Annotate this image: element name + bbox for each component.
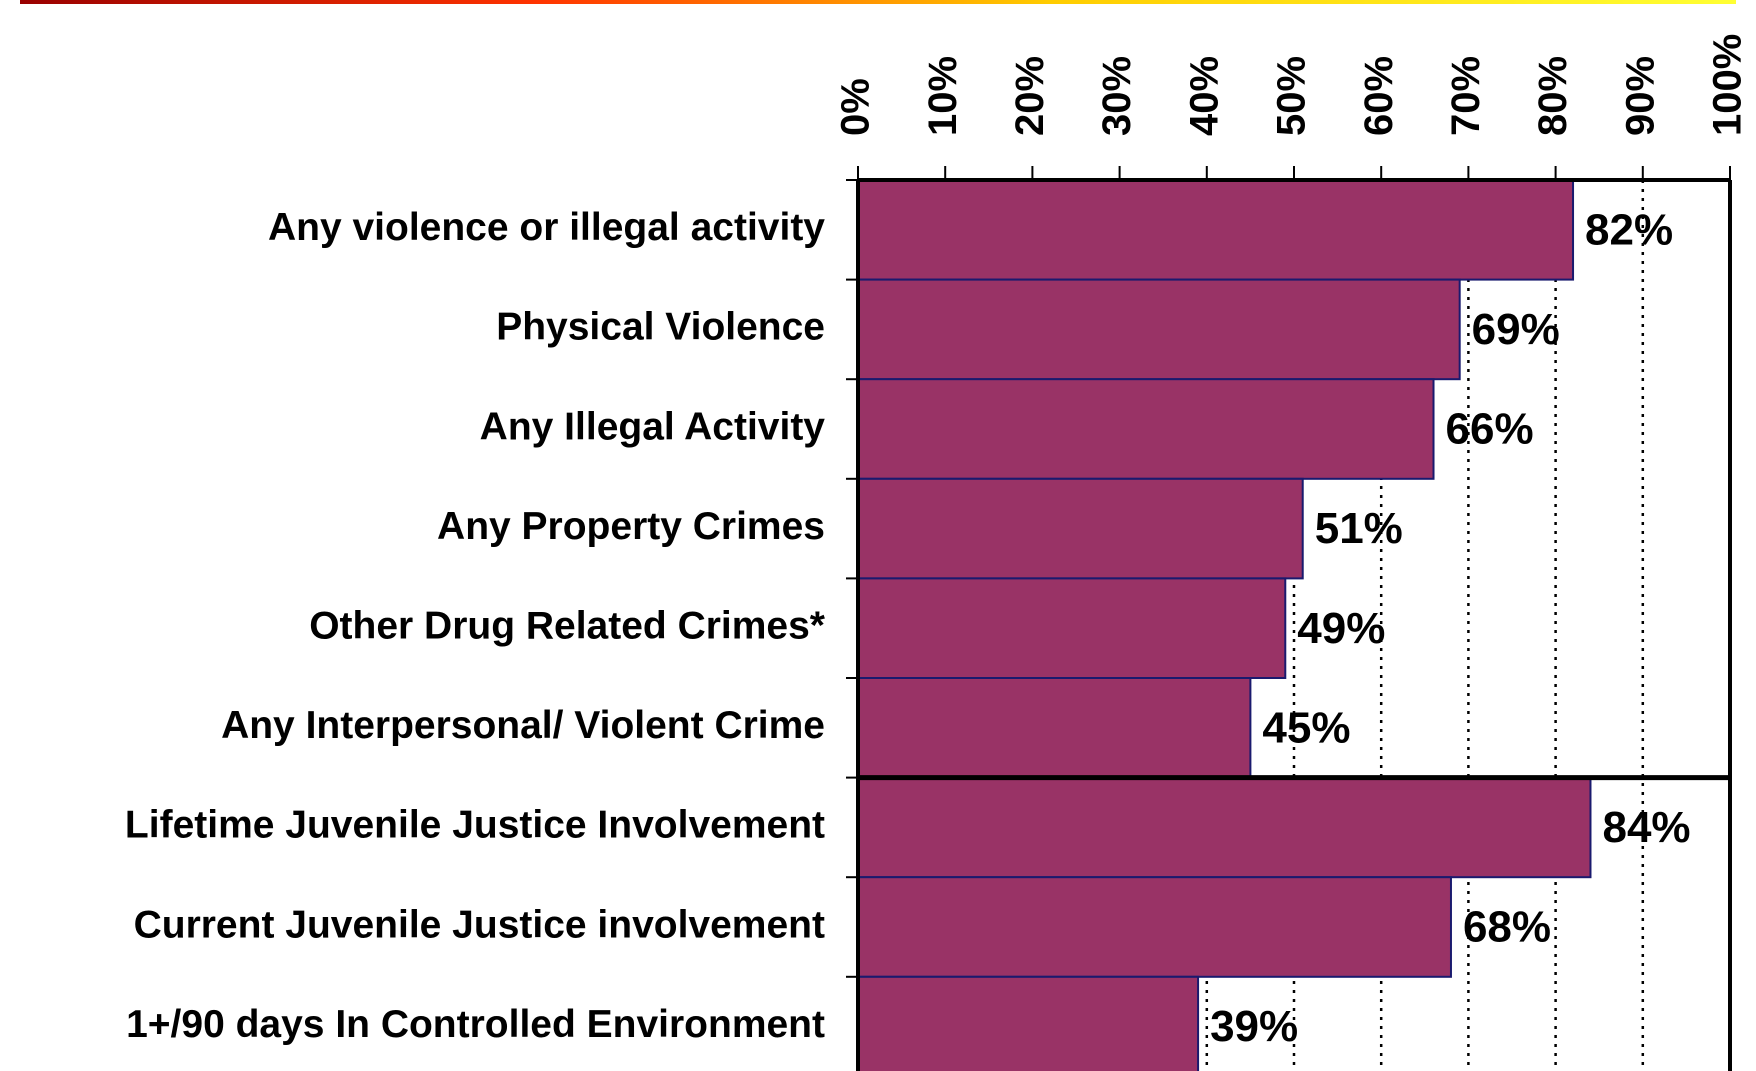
bar: [857, 378, 1435, 480]
y-tick-label: Other Drug Related Crimes*: [309, 604, 826, 647]
x-tick-label: 40%: [1182, 56, 1226, 136]
y-tick-label: Any Interpersonal/ Violent Crime: [221, 704, 825, 747]
x-tick-label: 50%: [1270, 56, 1314, 136]
y-tick-label: Physical Violence: [496, 306, 825, 349]
y-tick-label: Current Juvenile Justice involvement: [134, 903, 825, 946]
value-label: 49%: [1297, 604, 1385, 653]
y-tick-label: 1+/90 days In Controlled Environment: [126, 1003, 825, 1046]
bar: [857, 577, 1287, 680]
value-label: 39%: [1210, 1002, 1298, 1051]
bar: [857, 477, 1304, 580]
bar: [857, 975, 1200, 1071]
value-label: 51%: [1315, 504, 1403, 553]
x-tick-label: 60%: [1357, 56, 1401, 136]
y-tick-label: Any Illegal Activity: [480, 405, 826, 448]
value-label: 66%: [1446, 405, 1534, 454]
bar: [857, 278, 1461, 381]
y-tick-label: Any violence or illegal activity: [268, 206, 825, 249]
x-tick-label: 100%: [1706, 34, 1750, 136]
value-label: 82%: [1585, 205, 1673, 254]
bar: [857, 876, 1452, 978]
value-label: 45%: [1262, 703, 1350, 752]
x-tick-label: 90%: [1618, 56, 1662, 136]
y-tick-label: Any Property Crimes: [437, 505, 825, 548]
x-tick-label: 80%: [1531, 56, 1575, 136]
bar: [857, 776, 1592, 879]
x-tick-label: 0%: [834, 78, 878, 136]
value-label: 69%: [1472, 305, 1560, 354]
bar: [857, 677, 1252, 779]
x-tick-label: 10%: [921, 56, 965, 136]
y-tick-label: Lifetime Juvenile Justice Involvement: [125, 804, 825, 847]
value-label: 68%: [1463, 903, 1551, 952]
bar: [857, 179, 1575, 281]
x-tick-label: 70%: [1444, 56, 1488, 136]
value-label: 84%: [1602, 803, 1690, 852]
x-tick-label: 20%: [1008, 56, 1052, 136]
x-tick-label: 30%: [1095, 56, 1139, 136]
header-stripe: [20, 0, 1736, 4]
